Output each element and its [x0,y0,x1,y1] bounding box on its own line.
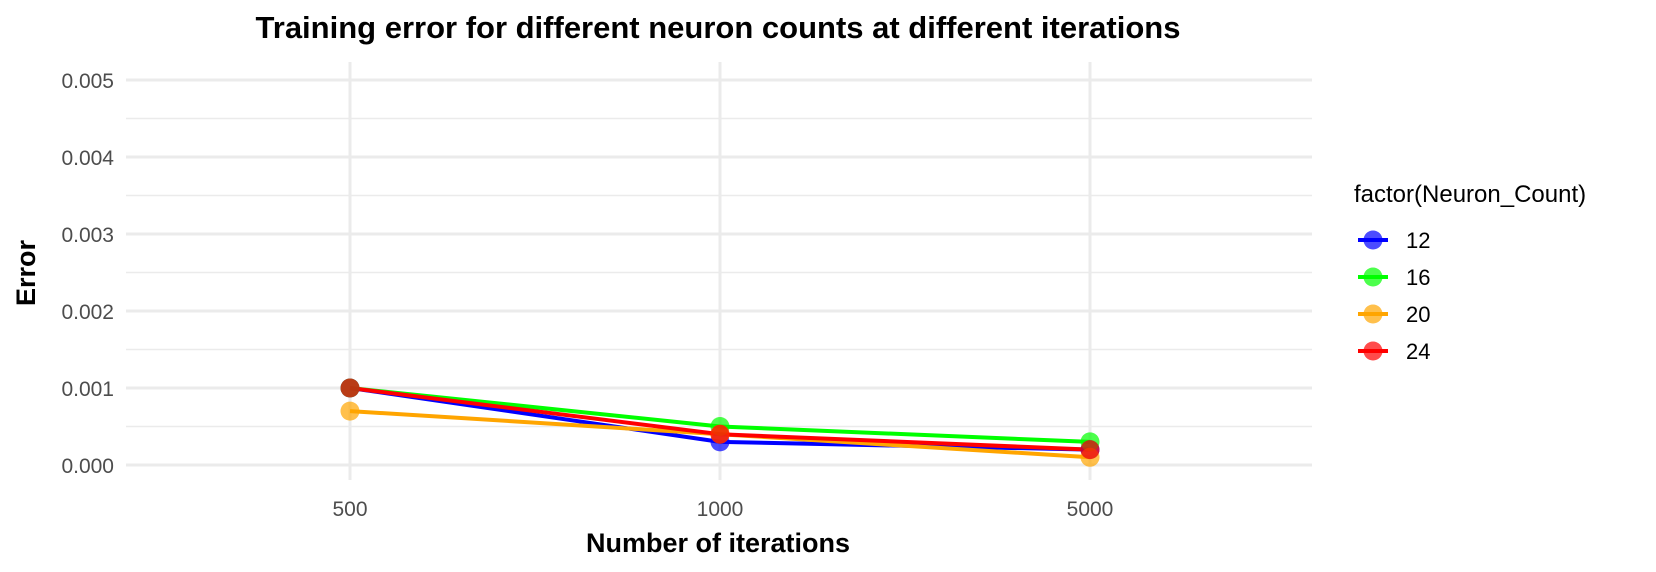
series-points [340,378,1100,467]
x-axis-title: Number of iterations [586,528,850,558]
legend-label: 20 [1406,302,1430,327]
data-point-24 [1080,440,1100,460]
legend-title: factor(Neuron_Count) [1354,181,1586,208]
y-tick-label: 0.003 [61,224,114,247]
legend-label: 24 [1406,339,1430,364]
y-axis-title: Error [11,239,41,306]
x-tick-label: 1000 [697,498,744,521]
legend: factor(Neuron_Count) 12 16 20 24 [1354,181,1586,364]
legend-key-point [1363,230,1383,250]
data-point-24 [340,378,360,398]
y-tick-label: 0.001 [61,378,114,401]
legend-key-point [1363,341,1383,361]
legend-label: 12 [1406,228,1430,253]
x-axis-ticks: 500 1000 5000 [332,498,1113,521]
legend-label: 16 [1406,265,1430,290]
grid-lines [126,62,1312,480]
chart-title: Training error for different neuron coun… [256,10,1181,45]
legend-item-20: 20 [1358,302,1430,327]
data-point-20 [340,401,360,421]
y-tick-label: 0.002 [61,301,114,324]
legend-item-12: 12 [1358,228,1430,253]
legend-items: 12 16 20 24 [1358,228,1430,364]
legend-key-point [1363,304,1383,324]
x-tick-label: 5000 [1067,498,1114,521]
y-tick-label: 0.004 [61,147,114,170]
y-tick-label: 0.000 [61,455,114,478]
x-tick-label: 500 [332,498,367,521]
legend-item-16: 16 [1358,265,1430,290]
y-axis-ticks: 0.000 0.001 0.002 0.003 0.004 0.005 [61,70,114,478]
legend-key-point [1363,267,1383,287]
legend-item-24: 24 [1358,339,1430,364]
data-point-24 [710,424,730,444]
y-tick-label: 0.005 [61,70,114,93]
